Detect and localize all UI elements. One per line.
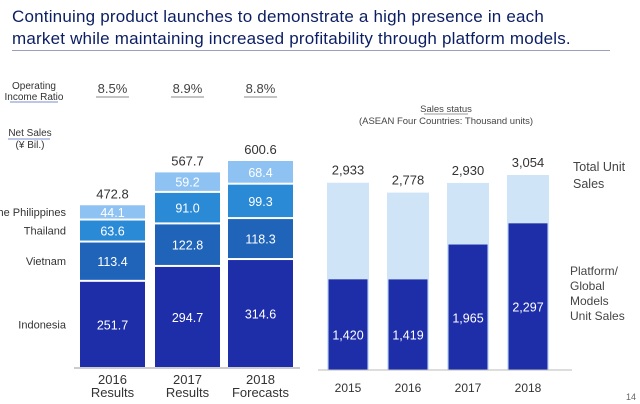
value-label-philippines-0: 44.1 bbox=[100, 206, 124, 220]
op-income-ratio-2: 8.8% bbox=[246, 81, 276, 96]
value-label-indonesia-0: 251.7 bbox=[97, 318, 128, 332]
value-label-total-2: 2,930 bbox=[452, 163, 485, 178]
page-number: 14 bbox=[625, 392, 636, 402]
value-label-philippines-1: 59.2 bbox=[175, 176, 199, 190]
bar-indonesia-0 bbox=[80, 281, 145, 367]
bar-philippines-0 bbox=[80, 205, 145, 219]
bar-platform-2 bbox=[448, 244, 488, 370]
value-label-vietnam-0: 113.4 bbox=[97, 255, 127, 269]
bar-vietnam-1 bbox=[155, 224, 220, 265]
legend-total-unit-sales: Total Unit Sales bbox=[573, 160, 626, 191]
value-label-total-1: 2,778 bbox=[392, 173, 425, 188]
bar-vietnam-2 bbox=[228, 219, 293, 259]
value-label-total-3: 3,054 bbox=[512, 155, 545, 170]
bar-philippines-1 bbox=[155, 172, 220, 191]
op-income-ratio-1: 8.9% bbox=[173, 81, 203, 96]
row-label-thailand: Thailand bbox=[24, 226, 66, 238]
total-label-2: 600.6 bbox=[244, 142, 277, 157]
bar-philippines-2 bbox=[228, 161, 293, 183]
value-label-platform-1: 1,419 bbox=[392, 329, 423, 343]
bar-thailand-0 bbox=[80, 220, 145, 241]
net-sales-chart: 251.7 113.4 63.6 44.1 472.8 8.5% 2016 Results 29… bbox=[0, 81, 300, 400]
sales-status-chart: 2,933 1,420 2015 2,778 1,419 2016 2,930 1,965 20… bbox=[318, 95, 626, 395]
x-tick-label-right-0: 2015 bbox=[335, 381, 362, 395]
x-tick-label-2: 2018 Forecasts bbox=[232, 372, 290, 400]
x-tick-label-right-3: 2018 bbox=[515, 381, 542, 395]
headline-underline bbox=[12, 50, 610, 51]
bar-vietnam-0 bbox=[80, 242, 145, 280]
total-label-0: 472.8 bbox=[96, 186, 129, 201]
op-income-ratio-0: 8.5% bbox=[98, 81, 128, 96]
x-tick-label-right-2: 2017 bbox=[455, 381, 482, 395]
bar-platform-3 bbox=[508, 223, 548, 370]
bar-indonesia-1 bbox=[155, 266, 220, 367]
value-label-platform-0: 1,420 bbox=[332, 329, 363, 343]
value-label-total-0: 2,933 bbox=[332, 163, 365, 178]
sales-status-title: Sales status bbox=[420, 104, 472, 115]
total-label-1: 567.7 bbox=[171, 153, 204, 168]
net-sales-label: Net Sales (¥ Bil.) bbox=[8, 128, 51, 151]
bar-platform-0 bbox=[328, 279, 368, 370]
row-label-indonesia: Indonesia bbox=[18, 319, 67, 331]
value-label-thailand-0: 63.6 bbox=[100, 225, 124, 239]
headline-line-2: market while maintaining increased profi… bbox=[12, 29, 571, 48]
bar-indonesia-2 bbox=[228, 260, 293, 367]
headline-line-1: Continuing product launches to demonstra… bbox=[12, 7, 545, 26]
value-label-vietnam-2: 118.3 bbox=[245, 233, 275, 247]
headline: Continuing product launches to demonstra… bbox=[12, 6, 622, 50]
row-label-philippines: The Philippines bbox=[0, 207, 66, 219]
sales-status-subtitle: (ASEAN Four Countries: Thousand units) bbox=[359, 116, 533, 127]
value-label-vietnam-1: 122.8 bbox=[172, 239, 203, 253]
legend-platform-unit-sales: Platform/Global Models Unit Sales bbox=[570, 264, 625, 323]
value-label-philippines-2: 68.4 bbox=[248, 166, 272, 180]
value-label-indonesia-1: 294.7 bbox=[172, 311, 203, 325]
value-label-platform-2: 1,965 bbox=[452, 311, 483, 325]
bar-thailand-2 bbox=[228, 184, 293, 218]
value-label-platform-3: 2,297 bbox=[512, 301, 543, 315]
value-label-thailand-2: 99.3 bbox=[248, 195, 272, 209]
bar-thailand-1 bbox=[155, 192, 220, 223]
x-tick-label-right-1: 2016 bbox=[395, 381, 422, 395]
x-tick-label-1: 2017 Results bbox=[166, 372, 210, 400]
value-label-thailand-1: 91.0 bbox=[175, 202, 199, 216]
x-tick-label-0: 2016 Results bbox=[91, 372, 135, 400]
value-label-indonesia-2: 314.6 bbox=[245, 308, 276, 322]
row-label-vietnam: Vietnam bbox=[26, 256, 66, 268]
bar-platform-1 bbox=[388, 279, 428, 370]
op-income-ratio-label: Operating Income Ratio bbox=[5, 81, 64, 103]
